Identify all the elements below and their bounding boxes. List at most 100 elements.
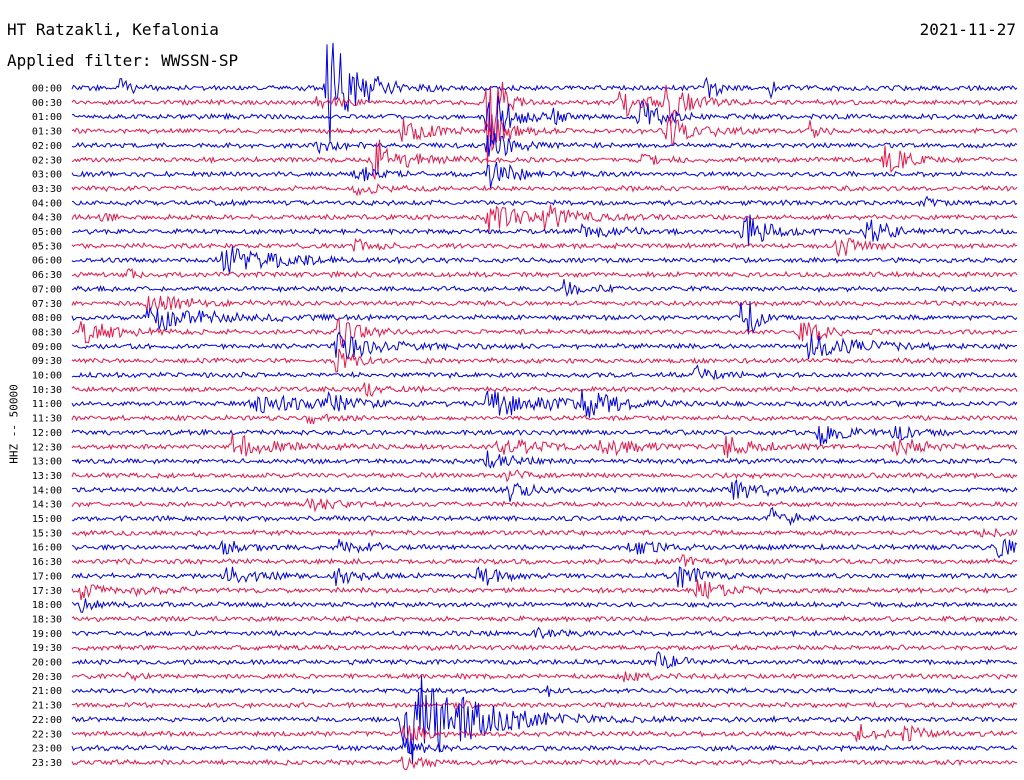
trace-0500 — [71, 214, 1018, 246]
trace-0030 — [71, 81, 1018, 168]
time-label-1900: 19:00 — [32, 629, 62, 640]
time-label-1130: 11:30 — [32, 414, 62, 425]
trace-2330 — [71, 756, 1018, 771]
time-label-0730: 07:30 — [32, 299, 62, 310]
trace-1430 — [71, 497, 1018, 513]
trace-0930 — [71, 348, 1018, 373]
time-label-0700: 07:00 — [32, 284, 62, 295]
time-label-1630: 16:30 — [32, 557, 62, 568]
trace-1530 — [71, 527, 1018, 538]
time-label-2200: 22:00 — [32, 715, 62, 726]
trace-0400 — [71, 195, 1018, 208]
filter-subtitle: Applied filter: WWSSN-SP — [7, 51, 239, 70]
trace-0800 — [71, 301, 1018, 335]
trace-2200 — [71, 675, 1018, 764]
trace-2000 — [71, 650, 1018, 669]
trace-1500 — [71, 506, 1018, 527]
time-label-1100: 11:00 — [32, 399, 62, 410]
time-label-1600: 16:00 — [32, 543, 62, 554]
trace-0300 — [71, 161, 1018, 189]
time-label-0500: 05:00 — [32, 227, 62, 238]
time-label-0930: 09:30 — [32, 356, 62, 367]
trace-2100 — [71, 685, 1018, 698]
time-label-0600: 06:00 — [32, 256, 62, 267]
time-label-1030: 10:30 — [32, 385, 62, 396]
trace-0200 — [71, 132, 1018, 157]
trace-2230 — [71, 724, 1018, 743]
time-label-0800: 08:00 — [32, 313, 62, 324]
time-label-0200: 02:00 — [32, 141, 62, 152]
trace-0100 — [71, 96, 1018, 146]
trace-1100 — [71, 389, 1018, 418]
trace-2130 — [71, 700, 1017, 711]
trace-0730 — [71, 295, 1018, 312]
trace-0600 — [71, 246, 1018, 275]
time-label-1430: 14:30 — [32, 500, 62, 511]
time-label-1200: 12:00 — [32, 428, 62, 439]
trace-0900 — [71, 331, 1018, 360]
time-label-2000: 20:00 — [32, 658, 62, 669]
time-label-1730: 17:30 — [32, 586, 62, 597]
time-label-2300: 23:00 — [32, 744, 62, 755]
trace-1700 — [71, 566, 1018, 588]
time-label-0430: 04:30 — [32, 213, 62, 224]
time-label-2030: 20:30 — [32, 672, 62, 683]
trace-1730 — [71, 579, 1018, 601]
time-label-0530: 05:30 — [32, 241, 62, 252]
time-label-0330: 03:30 — [32, 184, 62, 195]
time-label-0830: 08:30 — [32, 327, 62, 338]
trace-1200 — [71, 425, 1018, 445]
trace-0830 — [71, 316, 1018, 349]
trace-0700 — [71, 279, 1018, 298]
time-label-1330: 13:30 — [32, 471, 62, 482]
time-label-1800: 18:00 — [32, 600, 62, 611]
time-label-0030: 00:30 — [32, 98, 62, 109]
trace-1130 — [71, 413, 1018, 425]
time-label-2100: 21:00 — [32, 686, 62, 697]
time-label-0130: 01:30 — [32, 127, 62, 138]
time-label-1300: 13:00 — [32, 457, 62, 468]
time-label-0900: 09:00 — [32, 342, 62, 353]
trace-0430 — [71, 204, 1018, 233]
time-label-0400: 04:00 — [32, 198, 62, 209]
time-label-1930: 19:30 — [32, 643, 62, 654]
time-label-1400: 14:00 — [32, 485, 62, 496]
trace-1630 — [71, 554, 1018, 567]
time-label-0230: 02:30 — [32, 155, 62, 166]
record-date: 2021-11-27 — [919, 20, 1016, 39]
trace-2030 — [71, 671, 1018, 683]
trace-0230 — [71, 139, 1018, 180]
trace-1330 — [71, 469, 1018, 483]
time-label-2330: 23:30 — [32, 758, 62, 769]
time-label-1230: 12:30 — [32, 442, 62, 453]
trace-1600 — [71, 538, 1018, 559]
time-label-1530: 15:30 — [32, 528, 62, 539]
time-label-1830: 18:30 — [32, 614, 62, 625]
trace-0530 — [71, 237, 1018, 257]
time-label-1000: 10:00 — [32, 371, 62, 382]
time-label-0300: 03:00 — [32, 170, 62, 181]
trace-1900 — [71, 626, 1018, 640]
trace-0630 — [71, 267, 1018, 279]
trace-1000 — [71, 364, 1018, 381]
trace-1030 — [71, 382, 1018, 397]
time-label-1500: 15:00 — [32, 514, 62, 525]
trace-2300 — [71, 738, 1018, 755]
time-label-2130: 21:30 — [32, 701, 62, 712]
trace-1930 — [71, 643, 1018, 652]
time-label-0000: 00:00 — [32, 84, 62, 95]
trace-1300 — [71, 450, 1018, 469]
time-label-1700: 17:00 — [32, 571, 62, 582]
time-label-0100: 01:00 — [32, 112, 62, 123]
trace-1230 — [71, 432, 1018, 458]
trace-1830 — [71, 614, 1018, 623]
trace-1400 — [71, 479, 1018, 502]
trace-0130 — [71, 114, 1018, 147]
time-label-0630: 06:30 — [32, 270, 62, 281]
station-title: HT Ratzakli, Kefalonia — [7, 20, 219, 39]
time-label-2230: 22:30 — [32, 729, 62, 740]
trace-0330 — [71, 182, 1018, 197]
trace-1800 — [71, 598, 1018, 613]
trace-0000 — [71, 42, 1018, 142]
